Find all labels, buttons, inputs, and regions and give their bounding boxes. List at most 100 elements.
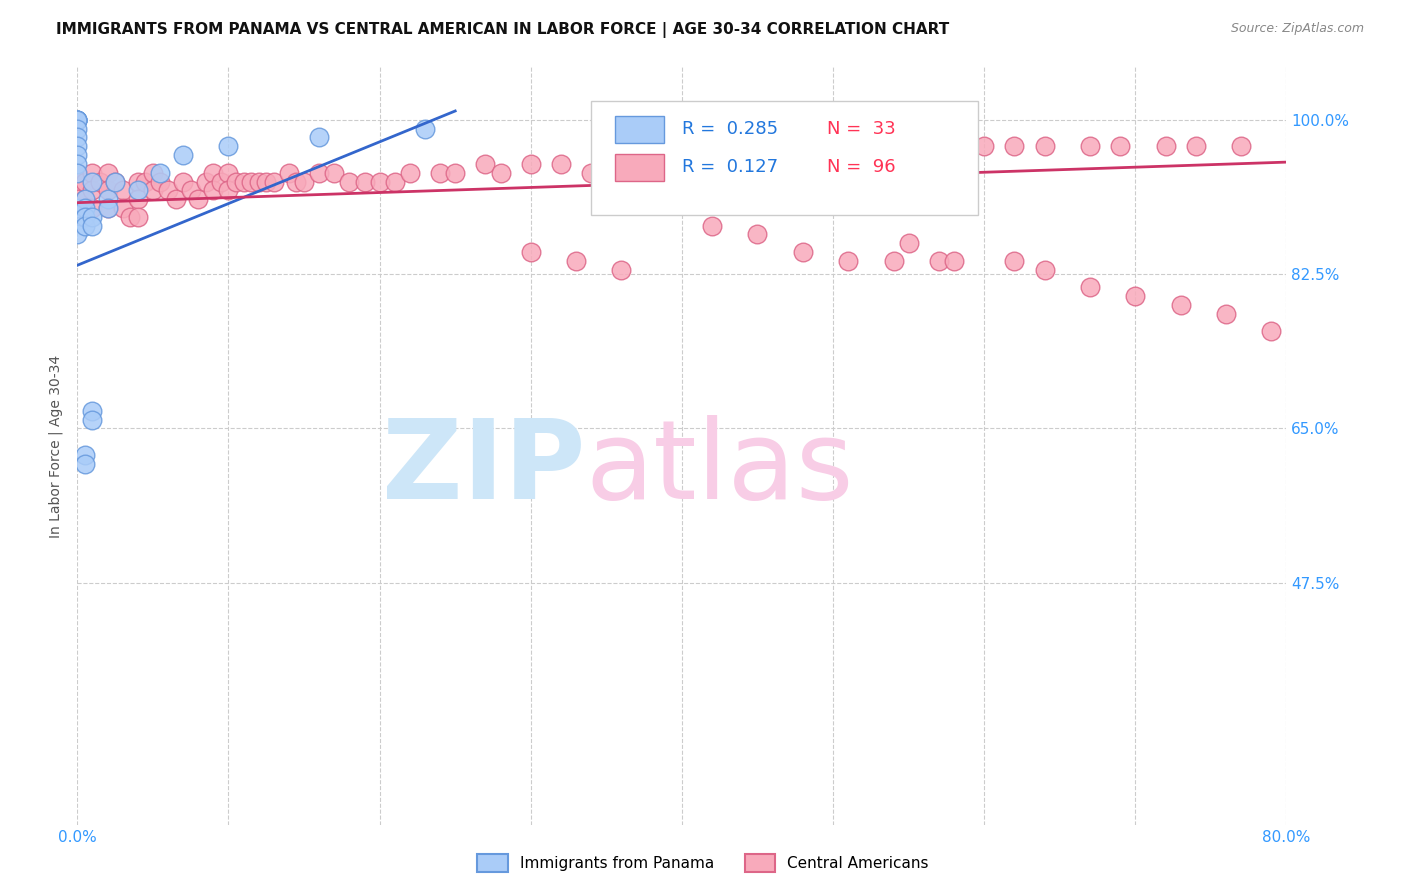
Point: [120, 210, 142, 224]
Point: [520, 245, 543, 260]
Point: [520, 157, 543, 171]
Point: [218, 166, 240, 180]
Point: [610, 157, 633, 171]
Point: [323, 166, 346, 180]
Point: [429, 166, 451, 180]
Point: [127, 183, 149, 197]
Point: [247, 174, 270, 188]
Point: [202, 166, 225, 180]
Text: atlas: atlas: [585, 416, 853, 522]
Point: [897, 236, 920, 251]
Point: [308, 130, 330, 145]
Point: [1078, 139, 1101, 153]
Point: [792, 245, 814, 260]
Point: [731, 148, 754, 162]
Point: [142, 166, 165, 180]
Point: [73, 174, 96, 188]
Point: [581, 166, 603, 180]
Point: [308, 166, 330, 180]
Point: [821, 148, 844, 162]
Point: [942, 253, 965, 268]
Point: [852, 148, 875, 162]
Point: [1109, 139, 1132, 153]
FancyBboxPatch shape: [592, 101, 979, 215]
Text: ZIP: ZIP: [382, 416, 585, 522]
Point: [82, 166, 104, 180]
Point: [368, 174, 391, 188]
Point: [73, 192, 96, 206]
Point: [82, 183, 104, 197]
Point: [225, 174, 247, 188]
Point: [66, 130, 89, 145]
Point: [172, 174, 194, 188]
Point: [1123, 289, 1146, 303]
Point: [1078, 280, 1101, 294]
Point: [96, 201, 118, 215]
Point: [702, 219, 724, 233]
Point: [610, 262, 633, 277]
Point: [187, 192, 209, 206]
Point: [66, 139, 89, 153]
Point: [89, 174, 111, 188]
Point: [928, 253, 950, 268]
Point: [66, 112, 89, 127]
Point: [254, 174, 277, 188]
Point: [66, 148, 89, 162]
Point: [399, 166, 422, 180]
Point: [149, 174, 172, 188]
Point: [747, 227, 769, 242]
Point: [134, 174, 156, 188]
Point: [180, 183, 202, 197]
Point: [96, 183, 118, 197]
Point: [194, 174, 217, 188]
Point: [157, 183, 180, 197]
Point: [1033, 262, 1056, 277]
Point: [66, 157, 89, 171]
Point: [142, 183, 165, 197]
Point: [66, 227, 89, 242]
Point: [474, 157, 496, 171]
Point: [82, 174, 104, 188]
FancyBboxPatch shape: [616, 116, 664, 143]
Point: [104, 174, 127, 188]
Point: [384, 174, 406, 188]
Point: [127, 210, 149, 224]
Point: [792, 148, 814, 162]
Point: [218, 183, 240, 197]
Point: [66, 166, 89, 180]
Point: [232, 174, 254, 188]
Point: [73, 210, 96, 224]
Point: [1230, 139, 1253, 153]
Point: [82, 412, 104, 426]
Point: [66, 112, 89, 127]
Point: [127, 174, 149, 188]
Point: [973, 139, 995, 153]
Point: [218, 139, 240, 153]
Point: [96, 201, 118, 215]
Point: [104, 174, 127, 188]
Point: [337, 174, 360, 188]
Point: [66, 121, 89, 136]
Point: [1033, 139, 1056, 153]
Point: [550, 157, 572, 171]
Point: [883, 148, 905, 162]
Point: [73, 192, 96, 206]
Point: [353, 174, 375, 188]
Text: N =  96: N = 96: [827, 158, 896, 176]
FancyBboxPatch shape: [616, 154, 664, 180]
Point: [73, 457, 96, 471]
Point: [565, 253, 588, 268]
Point: [66, 166, 89, 180]
Legend: Immigrants from Panama, Central Americans: Immigrants from Panama, Central American…: [470, 846, 936, 880]
Point: [413, 121, 436, 136]
Point: [1184, 139, 1206, 153]
Point: [149, 166, 172, 180]
Point: [837, 253, 859, 268]
Point: [66, 112, 89, 127]
Point: [202, 183, 225, 197]
Point: [82, 219, 104, 233]
Point: [66, 112, 89, 127]
Point: [263, 174, 285, 188]
Point: [912, 139, 935, 153]
Point: [942, 139, 965, 153]
